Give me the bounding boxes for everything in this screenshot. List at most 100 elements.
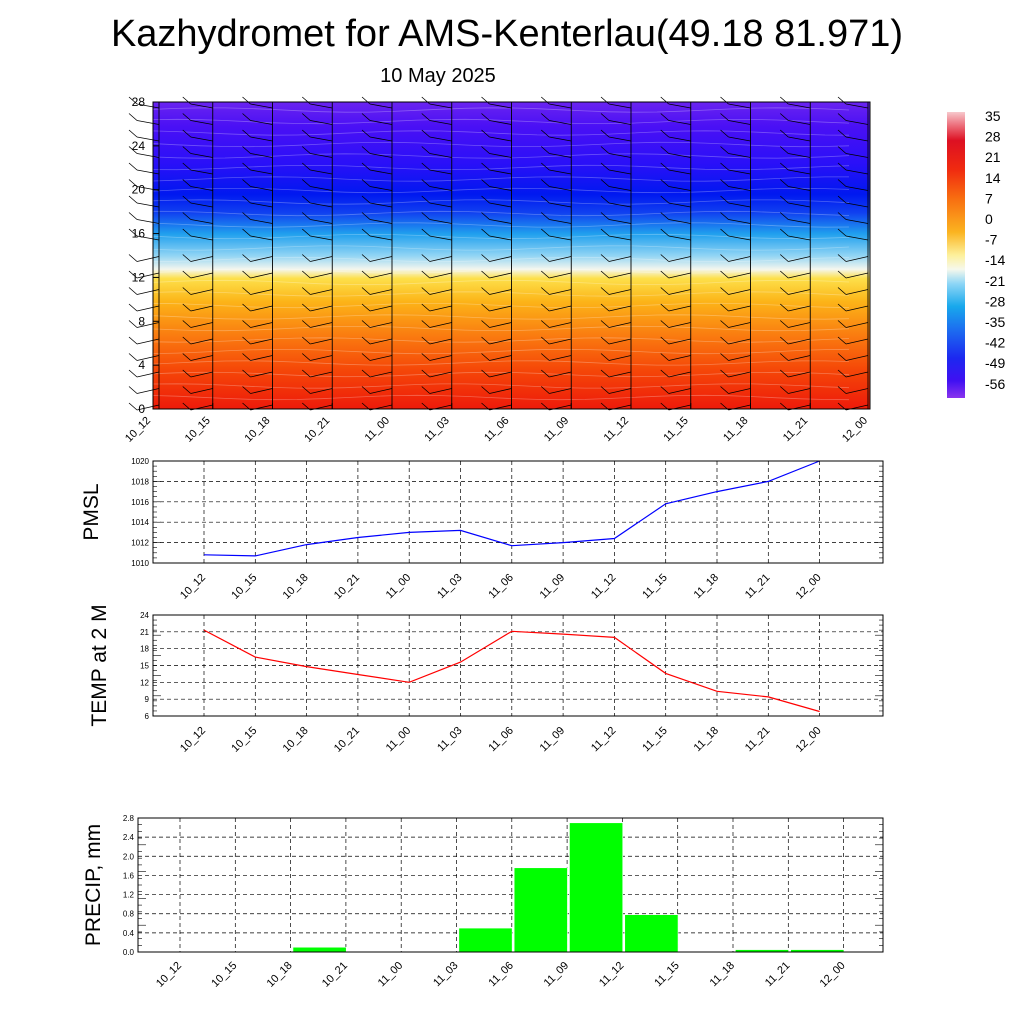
wind-barb-flag (540, 254, 550, 262)
wind-barb-flag (837, 320, 847, 328)
x-tick-label: 11_12 (597, 960, 627, 990)
wind-barb (369, 322, 393, 328)
plot-frame (137, 817, 884, 953)
chart-title: Kazhydromet for AMS-Kenterlau(49.18 81.9… (110, 13, 904, 55)
wind-barb (369, 202, 393, 208)
x-tick-label: 11_18 (721, 415, 751, 445)
colorbar-label: 0 (985, 211, 993, 227)
wind-barb-flag (182, 270, 192, 279)
y-tick-label: 20 (132, 183, 146, 197)
wind-barb-flag (128, 146, 138, 154)
wind-barb (608, 219, 632, 224)
wind-barb-flag (779, 320, 789, 328)
wind-barb (136, 136, 160, 142)
wind-barb-flag (361, 129, 371, 138)
isoline (152, 153, 850, 159)
wind-barb-flag (837, 270, 847, 279)
wind-barb (429, 305, 452, 312)
wind-barb-flag (182, 386, 192, 394)
wind-barb-flag (481, 320, 490, 328)
x-tick-label: 11_15 (640, 572, 670, 602)
wind-barb (788, 219, 811, 224)
isoline (152, 187, 850, 194)
wind-barb-flag (481, 369, 490, 378)
wind-barb-flag (660, 303, 670, 312)
wind-barb-flag (720, 113, 729, 121)
wind-barb-flag (660, 353, 670, 361)
x-tick-label: 11_06 (482, 415, 512, 445)
wind-barb-flag (837, 212, 847, 220)
wind-barb-flag (660, 254, 670, 262)
y-tick-label: 12 (140, 678, 149, 687)
wind-barb (489, 202, 512, 208)
x-tick-label: 10_15 (209, 960, 239, 990)
wind-barb-flag (128, 113, 138, 121)
x-tick-label: 11_21 (743, 725, 773, 755)
wind-barb (549, 355, 572, 361)
x-tick-label: 11_09 (538, 725, 568, 755)
wind-barb (310, 153, 333, 158)
wind-barb-flag (837, 303, 847, 312)
isoline (152, 371, 850, 378)
wind-barb (136, 120, 160, 125)
wind-barb-flag (361, 303, 371, 312)
wind-barb (788, 202, 811, 208)
x-tick-label: 10_21 (332, 725, 362, 755)
isoline (152, 383, 850, 389)
wind-barb (250, 103, 273, 109)
wind-barb (369, 355, 393, 361)
wind-barb (845, 120, 869, 125)
wind-barb (310, 305, 333, 312)
wind-barb-flag (600, 129, 610, 138)
y-tick-label: 4 (138, 358, 145, 372)
wind-barb-flag (779, 96, 789, 105)
x-tick-label: 11_03 (435, 725, 465, 755)
wind-barb-flag (301, 386, 311, 394)
wind-barb (549, 272, 572, 279)
wind-barb-flag (600, 270, 610, 279)
wind-barb (728, 136, 751, 142)
wind-barb (788, 120, 811, 125)
colorbar-label: -28 (985, 293, 1005, 309)
wind-barb (190, 136, 213, 142)
wind-barb (608, 136, 632, 142)
wind-barb (136, 272, 160, 279)
x-tick-label: 10_12 (178, 572, 208, 602)
series-line (203, 629, 820, 713)
wind-barb (136, 338, 160, 345)
wind-barb-flag (361, 320, 371, 328)
wind-barb (549, 103, 572, 109)
isoline (152, 268, 850, 274)
y-tick-label: 16 (132, 227, 146, 241)
wind-barb-flag (837, 369, 847, 378)
y-tick-label: 0.0 (123, 948, 135, 957)
wind-barb-flag (660, 386, 670, 394)
x-tick-label: 10_12 (123, 415, 153, 445)
wind-barb-flag (242, 195, 251, 204)
y-tick-label: 1012 (131, 539, 149, 548)
wind-barb (489, 256, 512, 262)
y-tick-label: 1.6 (123, 871, 135, 880)
x-tick-label: 11_15 (652, 960, 682, 990)
wind-barb (310, 371, 333, 378)
wind-barb (728, 219, 751, 224)
wind-barb (369, 219, 393, 224)
colorbar-label: 14 (985, 170, 1001, 186)
wind-barb (549, 202, 572, 208)
x-tick-label: 11_00 (376, 960, 406, 990)
wind-barb (728, 305, 751, 312)
wind-barb (250, 338, 273, 345)
wind-barb (369, 256, 393, 262)
wind-barb (190, 388, 213, 394)
wind-barb-flag (481, 287, 490, 295)
y-tick-label: 28 (132, 95, 146, 109)
wind-barb (310, 388, 333, 394)
x-tick-label: 10_12 (178, 725, 208, 755)
wind-barb (668, 219, 691, 224)
plot-area (153, 461, 883, 563)
wind-barb-flag (600, 303, 610, 312)
wind-barb-flag (837, 162, 847, 171)
x-tick-label: 11_15 (640, 725, 670, 755)
y-axis-title: PRECIP, mm (82, 824, 105, 946)
wind-barb (668, 186, 691, 191)
